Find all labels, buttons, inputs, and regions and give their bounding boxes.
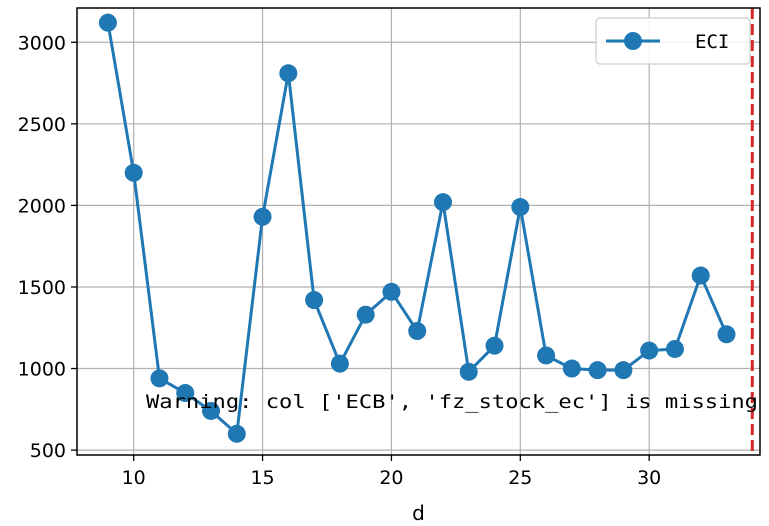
plot-frame xyxy=(76,7,761,456)
data-point xyxy=(537,346,556,365)
data-point xyxy=(691,266,710,285)
data-point xyxy=(356,305,375,324)
data-point xyxy=(511,198,530,217)
y-tick-label: 3000 xyxy=(18,32,66,54)
x-tick-label: 10 xyxy=(122,467,146,489)
data-point xyxy=(382,282,401,301)
x-tick-label: 30 xyxy=(637,467,661,489)
data-point xyxy=(717,325,736,344)
x-tick-label: 15 xyxy=(250,467,274,489)
data-point xyxy=(150,369,169,388)
data-point xyxy=(124,163,143,182)
x-tick-label: 25 xyxy=(508,467,532,489)
x-tick-label: 20 xyxy=(379,467,403,489)
data-point xyxy=(408,322,427,341)
data-point xyxy=(640,341,659,360)
grid xyxy=(77,8,760,455)
data-point xyxy=(614,361,633,380)
data-point xyxy=(279,64,298,83)
y-tick-label: 1500 xyxy=(18,277,66,299)
data-point xyxy=(330,354,349,373)
legend-marker xyxy=(624,32,642,50)
y-tick-label: 1000 xyxy=(18,359,66,381)
data-point xyxy=(665,339,684,358)
data-point xyxy=(176,384,195,403)
warning-annotation: Warning: col ['ECB', 'fz_stock_ec'] is m… xyxy=(146,391,758,413)
y-tick-label: 2500 xyxy=(18,114,66,136)
data-point xyxy=(98,13,117,32)
y-tick-label: 2000 xyxy=(18,195,66,217)
data-point xyxy=(588,361,607,380)
data-point xyxy=(459,362,478,381)
data-point xyxy=(562,359,581,378)
data-point xyxy=(485,336,504,355)
x-axis-label: d xyxy=(412,501,425,525)
legend: ECI xyxy=(595,17,751,65)
data-point xyxy=(227,424,246,443)
data-point xyxy=(305,291,324,310)
legend-box xyxy=(595,17,751,65)
series-line xyxy=(106,22,728,436)
y-tick-label: 500 xyxy=(30,440,66,462)
legend-label: ECI xyxy=(695,31,729,53)
data-point xyxy=(202,401,221,420)
data-point xyxy=(433,193,452,212)
series-layer xyxy=(98,13,736,443)
data-point xyxy=(253,207,272,226)
tick-labels: 10 15 20 25 30 500 1000 1500 2000 2500 3000 xyxy=(18,32,662,489)
axes xyxy=(71,7,761,461)
